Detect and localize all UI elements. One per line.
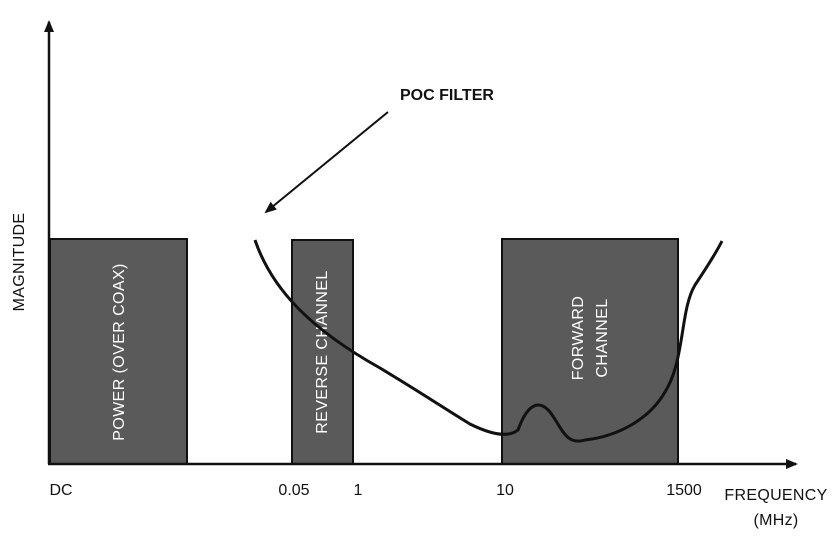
band-forward-label-line2: CHANNEL <box>594 298 611 377</box>
tick-label-0-05: 0.05 <box>278 482 309 499</box>
poc-filter-callout-label: POC FILTER <box>400 87 494 104</box>
tick-label-10: 10 <box>496 482 514 499</box>
band-power-label: POWER (OVER COAX) <box>111 263 128 440</box>
band-forward-label-line1: FORWARD <box>570 296 587 381</box>
tick-label-1500: 1500 <box>666 482 702 499</box>
poc-filter-curve <box>253 239 724 443</box>
tick-label-1: 1 <box>354 482 363 499</box>
band-forward-channel: FORWARD CHANNEL <box>501 238 679 465</box>
band-reverse-channel: REVERSE CHANNEL <box>291 239 354 465</box>
band-power: POWER (OVER COAX) <box>49 238 188 465</box>
band-power-rect <box>49 238 188 465</box>
band-reverse-label: REVERSE CHANNEL <box>314 270 331 433</box>
tick-label-dc: DC <box>49 482 72 499</box>
x-axis-title: FREQUENCY <box>724 487 827 504</box>
x-axis-unit: (MHz) <box>753 512 798 529</box>
band-forward-rect <box>501 238 679 465</box>
band-reverse-rect <box>291 239 354 465</box>
poc-filter-callout-arrow <box>264 111 389 214</box>
y-axis-title: MAGNITUDE <box>11 213 28 312</box>
